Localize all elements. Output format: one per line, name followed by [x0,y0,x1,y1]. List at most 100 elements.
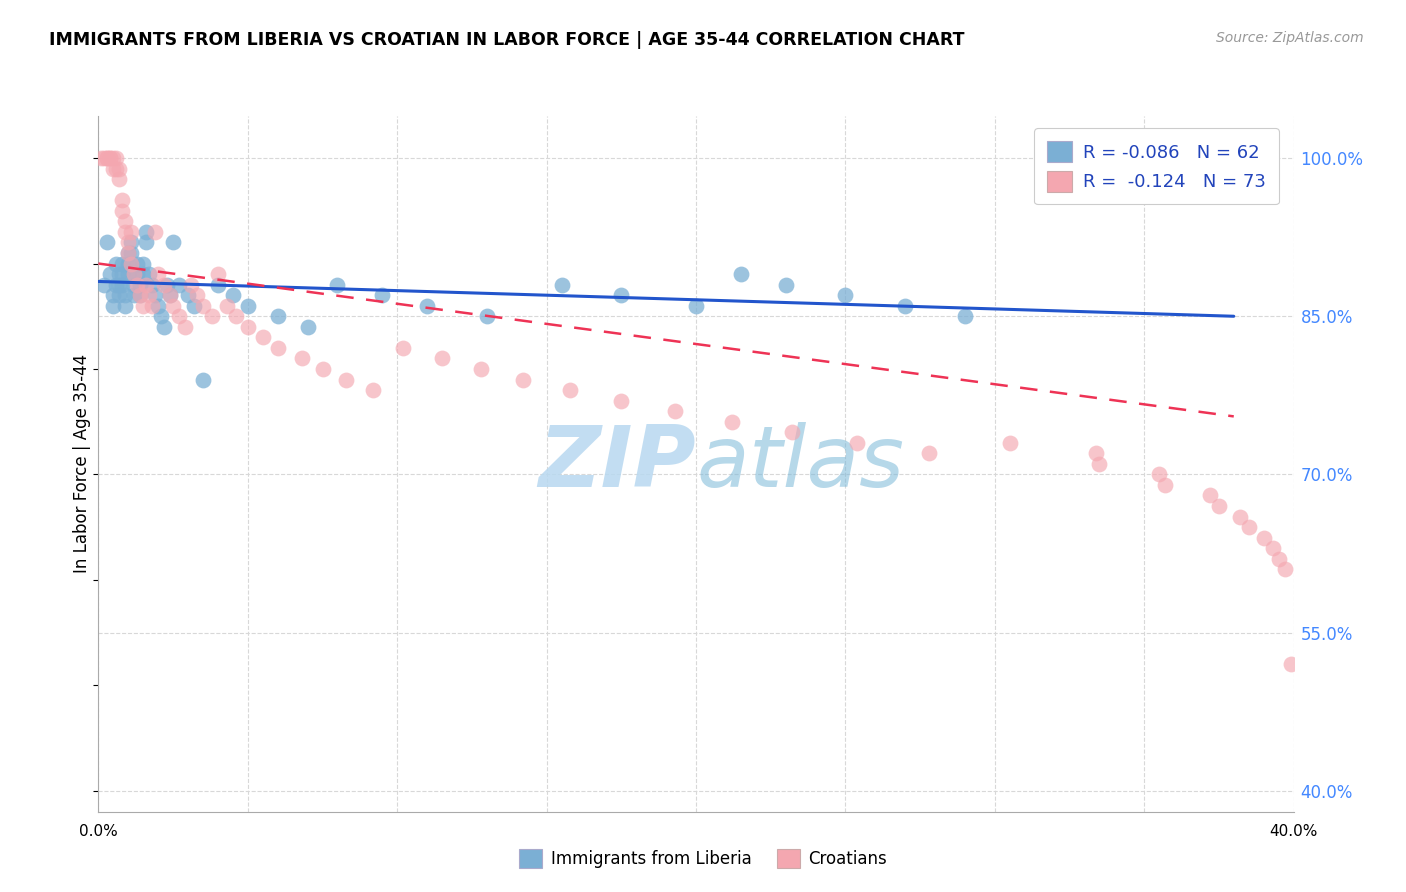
Point [780,425,803,440]
Point [167,277,190,292]
Point [159,288,181,302]
Text: Source: ZipAtlas.com: Source: ZipAtlas.com [1216,31,1364,45]
Point [132,256,155,270]
Y-axis label: In Labor Force | Age 35-44: In Labor Force | Age 35-44 [73,354,91,574]
Point [135,225,157,239]
Point [129,288,152,302]
Point [215,299,238,313]
Point [129,277,152,292]
Point [1267,551,1289,566]
Point [150,310,173,324]
Point [117,267,139,281]
Point [127,267,149,281]
Point [610,393,633,408]
Point [96,151,118,165]
Point [114,299,136,313]
Point [124,267,146,281]
Point [207,277,229,292]
Point [96,151,118,165]
Point [117,235,139,250]
Point [103,288,125,302]
Point [167,310,190,324]
Point [191,372,214,386]
Point [117,246,139,260]
Point [96,235,118,250]
Point [100,151,122,165]
Point [326,277,349,292]
Point [291,351,314,366]
Point [105,161,128,176]
Point [894,299,917,313]
Point [103,161,125,176]
Point [363,383,385,397]
Point [953,310,976,324]
Point [129,288,152,302]
Point [111,194,134,208]
Point [143,225,166,239]
Point [416,299,439,313]
Point [475,310,498,324]
Point [371,288,394,302]
Text: IMMIGRANTS FROM LIBERIA VS CROATIAN IN LABOR FORCE | AGE 35-44 CORRELATION CHART: IMMIGRANTS FROM LIBERIA VS CROATIAN IN L… [49,31,965,49]
Point [108,172,131,186]
Point [834,288,856,302]
Point [177,288,200,302]
Point [775,277,797,292]
Point [297,319,319,334]
Point [135,277,157,292]
Point [108,277,131,292]
Point [148,267,170,281]
Point [141,277,163,292]
Point [721,415,744,429]
Point [135,235,157,250]
Point [120,225,142,239]
Point [114,214,136,228]
Point [138,288,160,302]
Point [120,246,142,260]
Point [267,341,290,355]
Point [108,288,131,302]
Point [1154,478,1177,492]
Point [153,319,176,334]
Point [1147,467,1170,482]
Point [111,267,134,281]
Point [1085,446,1108,460]
Point [111,203,134,218]
Point [1274,562,1296,576]
Point [267,310,290,324]
Point [1253,531,1275,545]
Point [207,267,229,281]
Point [111,277,134,292]
Point [148,299,170,313]
Point [159,288,181,302]
Point [186,288,208,302]
Point [236,319,259,334]
Point [156,277,179,292]
Point [1088,457,1111,471]
Point [918,446,941,460]
Point [201,310,224,324]
Point [143,288,166,302]
Point [180,277,202,292]
Point [664,404,686,418]
Point [730,267,752,281]
Point [1208,499,1230,513]
Point [392,341,415,355]
Point [93,277,115,292]
Text: ZIP: ZIP [538,422,696,506]
Point [1261,541,1284,556]
Point [120,256,142,270]
Point [174,319,197,334]
Point [117,256,139,270]
Point [105,151,128,165]
Point [685,299,707,313]
Point [153,277,176,292]
Point [183,299,205,313]
Point [103,299,125,313]
Point [93,151,115,165]
Point [114,225,136,239]
Point [105,256,128,270]
Point [846,435,869,450]
Point [120,256,142,270]
Point [141,299,163,313]
